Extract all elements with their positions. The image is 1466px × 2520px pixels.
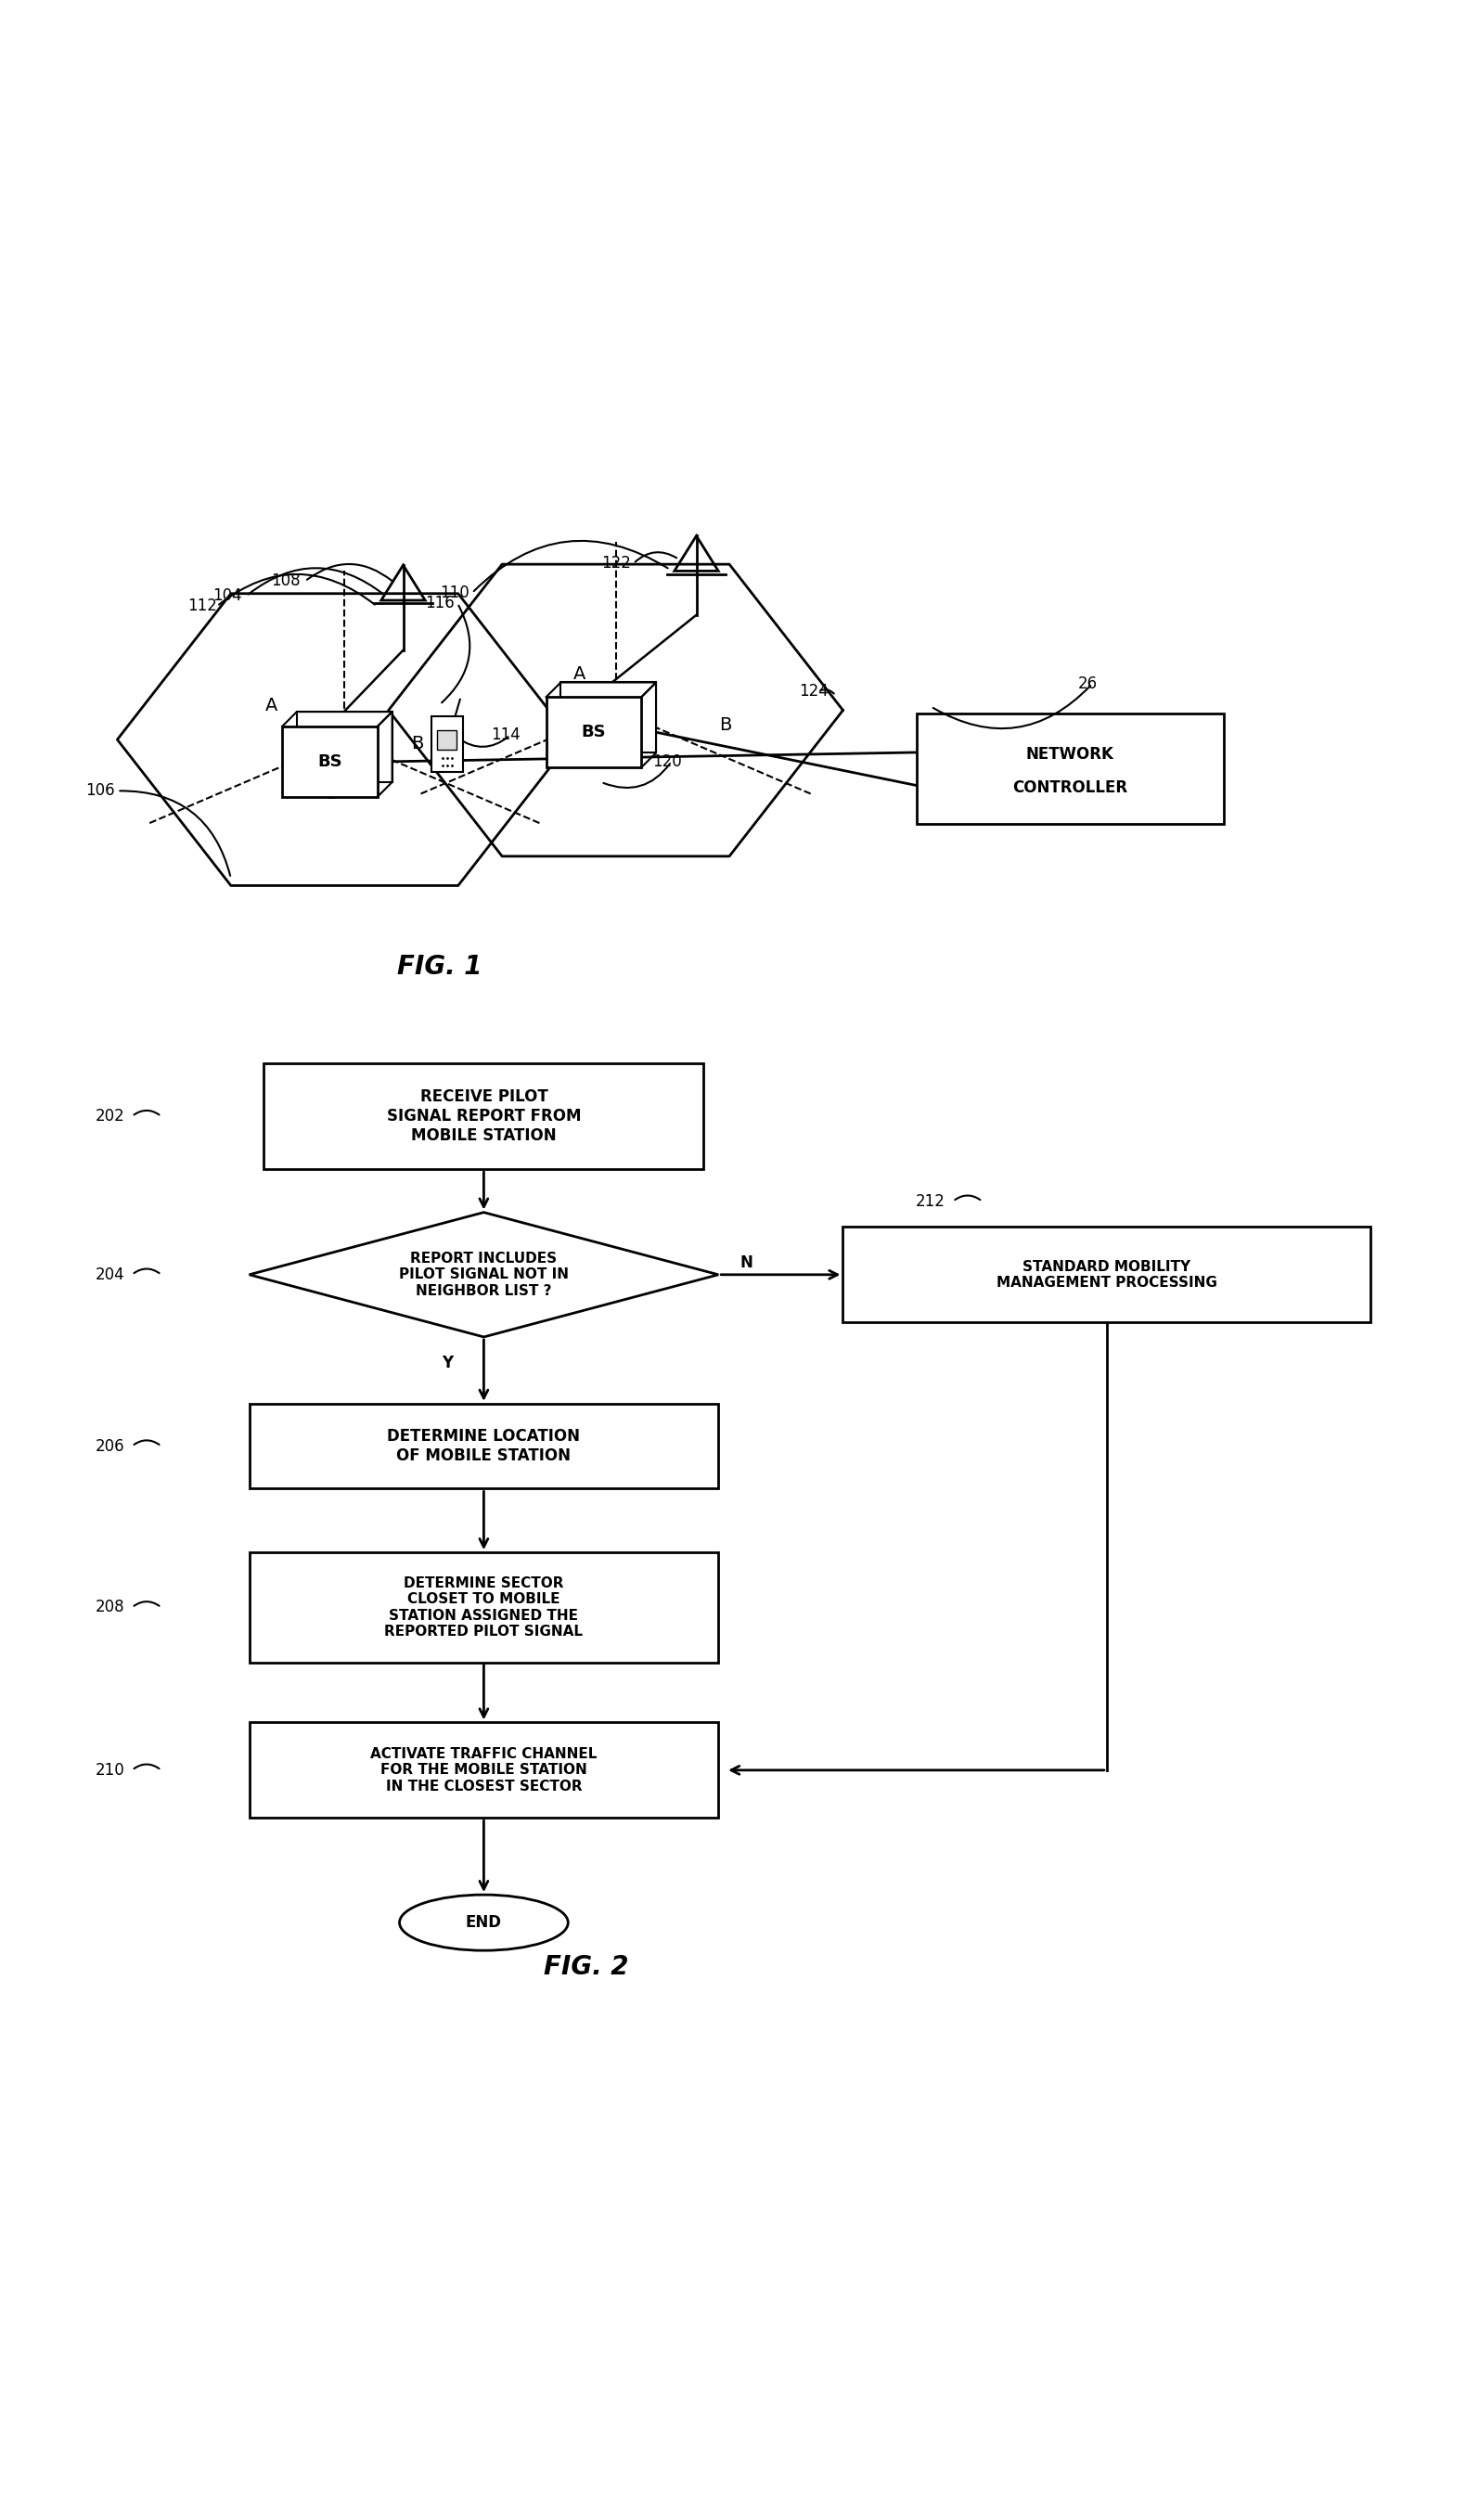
Text: END: END [466, 1915, 501, 1930]
FancyBboxPatch shape [249, 1404, 718, 1489]
Text: FIG. 2: FIG. 2 [544, 1953, 629, 1981]
FancyBboxPatch shape [916, 713, 1224, 824]
Text: 120: 120 [652, 753, 682, 771]
FancyBboxPatch shape [843, 1227, 1371, 1323]
Text: 202: 202 [95, 1109, 125, 1124]
Text: REPORT INCLUDES
PILOT SIGNAL NOT IN
NEIGHBOR LIST ?: REPORT INCLUDES PILOT SIGNAL NOT IN NEIG… [399, 1252, 569, 1298]
Text: C: C [324, 786, 336, 804]
Text: 112: 112 [188, 597, 217, 615]
Text: C: C [610, 753, 622, 771]
Text: ACTIVATE TRAFFIC CHANNEL
FOR THE MOBILE STATION
IN THE CLOSEST SECTOR: ACTIVATE TRAFFIC CHANNEL FOR THE MOBILE … [371, 1746, 597, 1794]
Text: 108: 108 [271, 572, 301, 590]
FancyBboxPatch shape [249, 1552, 718, 1663]
Text: B: B [412, 736, 424, 753]
Text: 122: 122 [601, 554, 630, 572]
Text: BS: BS [582, 723, 605, 741]
Text: FIG. 1: FIG. 1 [397, 953, 482, 980]
Text: 204: 204 [95, 1268, 125, 1283]
FancyBboxPatch shape [298, 711, 393, 781]
Text: 106: 106 [85, 784, 114, 799]
Text: 104: 104 [213, 587, 242, 605]
Text: DETERMINE SECTOR
CLOSET TO MOBILE
STATION ASSIGNED THE
REPORTED PILOT SIGNAL: DETERMINE SECTOR CLOSET TO MOBILE STATIO… [384, 1578, 583, 1638]
Text: A: A [265, 698, 277, 716]
Text: N: N [740, 1255, 754, 1270]
FancyBboxPatch shape [264, 1063, 704, 1169]
Text: A: A [573, 665, 585, 683]
Text: CONTROLLER: CONTROLLER [1013, 779, 1127, 796]
Text: RECEIVE PILOT
SIGNAL REPORT FROM
MOBILE STATION: RECEIVE PILOT SIGNAL REPORT FROM MOBILE … [387, 1089, 581, 1144]
Text: Y: Y [441, 1356, 453, 1371]
FancyBboxPatch shape [431, 716, 463, 771]
Text: 208: 208 [95, 1600, 125, 1615]
FancyBboxPatch shape [547, 698, 642, 769]
Text: 110: 110 [440, 585, 469, 602]
FancyBboxPatch shape [561, 683, 657, 753]
Text: 116: 116 [425, 595, 454, 612]
Text: 212: 212 [916, 1192, 946, 1210]
Text: 206: 206 [95, 1439, 125, 1454]
Text: 114: 114 [491, 726, 520, 743]
FancyBboxPatch shape [283, 726, 378, 796]
FancyBboxPatch shape [437, 731, 457, 751]
Text: 210: 210 [95, 1761, 125, 1779]
Text: BS: BS [318, 753, 342, 771]
Text: NETWORK: NETWORK [1026, 746, 1114, 764]
FancyBboxPatch shape [249, 1724, 718, 1817]
Text: DETERMINE LOCATION
OF MOBILE STATION: DETERMINE LOCATION OF MOBILE STATION [387, 1429, 581, 1464]
Text: STANDARD MOBILITY
MANAGEMENT PROCESSING: STANDARD MOBILITY MANAGEMENT PROCESSING [997, 1260, 1217, 1290]
Text: 124: 124 [799, 683, 828, 701]
Text: 26: 26 [1078, 675, 1098, 693]
Text: B: B [720, 716, 732, 733]
